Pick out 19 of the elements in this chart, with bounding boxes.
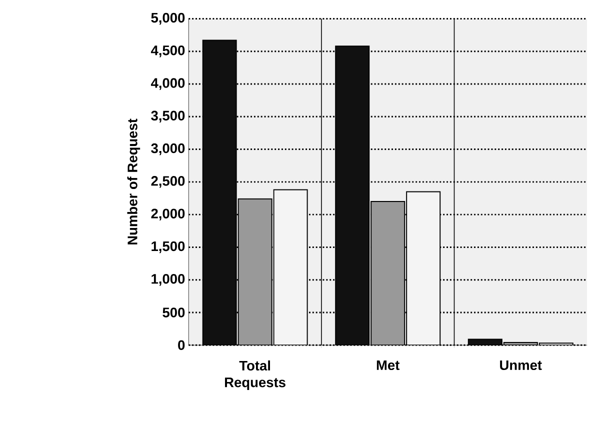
x-tick-label: Met	[376, 360, 400, 370]
bar	[335, 46, 370, 346]
y-tick-label: 0	[178, 340, 185, 350]
y-tick-label: 1,000	[152, 274, 185, 286]
y-tick-label: 4,000	[150, 78, 185, 90]
y-tick-label: 2,000	[151, 208, 185, 220]
x-tick-label: Unmet	[500, 360, 542, 370]
y-tick-label: 4,500	[150, 46, 185, 58]
y-tick-label: 500	[162, 308, 185, 318]
y-axis-title: Number of Request	[127, 118, 140, 244]
bar	[202, 40, 237, 346]
y-tick-label: 3,000	[151, 143, 185, 156]
y-tick-label: 5,000	[151, 12, 185, 25]
y-tick-label: 1,500	[152, 241, 185, 254]
y-tick-label: 2,500	[151, 176, 185, 188]
y-tick-label: 3,500	[151, 110, 185, 123]
x-tick-label: Total Requests	[225, 360, 286, 390]
bar	[238, 198, 272, 346]
bar	[370, 201, 406, 346]
